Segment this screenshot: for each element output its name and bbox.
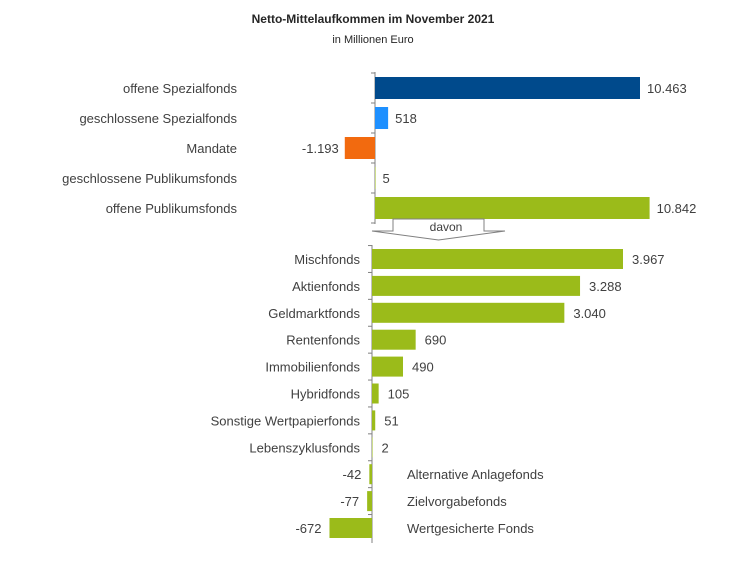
category-label: Mandate (186, 141, 237, 156)
chart-subtitle: in Millionen Euro (332, 34, 413, 46)
value-label: 3.040 (573, 306, 606, 321)
category-label: Aktienfonds (292, 279, 360, 294)
category-label: Geldmarktfonds (268, 306, 360, 321)
bar-offene-spezialfonds (375, 77, 640, 99)
value-label: 3.967 (632, 252, 665, 267)
value-label: 105 (388, 387, 410, 402)
category-label: Zielvorgabefonds (407, 494, 507, 509)
value-label: 2 (382, 440, 389, 455)
category-label: offene Publikumsfonds (106, 201, 238, 216)
value-label: -42 (343, 467, 362, 482)
category-label: Lebenszyklusfonds (249, 440, 360, 455)
category-label: geschlossene Publikumsfonds (62, 171, 237, 186)
category-label: Wertgesicherte Fonds (407, 521, 534, 536)
bar-rentenfonds (372, 329, 416, 350)
value-label: 3.288 (589, 279, 622, 294)
value-label: -1.193 (302, 141, 339, 156)
bar-offene-publikumsfonds (375, 197, 650, 219)
bar-alternative-anlagefonds (369, 464, 372, 485)
bottom-panel: Mischfonds 3.967 Aktienfonds 3.288 Geldmarkt… (211, 245, 665, 543)
bar-sonstige-wertpapierfonds (372, 410, 376, 431)
davon-arrow-shape (371, 218, 506, 241)
value-label: 490 (412, 360, 434, 375)
davon-arrow: davon (371, 218, 506, 241)
value-label: 51 (384, 413, 398, 428)
value-label: 5 (383, 171, 390, 186)
bar-zielvorgabefonds (367, 491, 372, 512)
bar-geldmarktfonds (372, 302, 565, 323)
category-label: Alternative Anlagefonds (407, 467, 544, 482)
category-label: Hybridfonds (291, 387, 361, 402)
davon-label: davon (430, 220, 463, 234)
bar-wertgesicherte-fonds (329, 518, 372, 538)
category-label: Rentenfonds (286, 333, 360, 348)
value-label: -672 (295, 521, 321, 536)
category-label: offene Spezialfonds (123, 81, 237, 96)
bar-mischfonds (372, 249, 623, 269)
bar-immobilienfonds (372, 356, 404, 377)
value-label: 690 (425, 333, 447, 348)
category-label: Immobilienfonds (265, 360, 360, 375)
value-label: 10.463 (647, 81, 687, 96)
category-label: Sonstige Wertpapierfonds (211, 413, 361, 428)
category-label: Mischfonds (294, 252, 360, 267)
bar-geschlossene-spezialfonds (375, 107, 389, 129)
bar-lebenszyklusfonds (372, 437, 373, 458)
chart-title: Netto-Mittelaufkommen im November 2021 (252, 12, 495, 26)
value-label: -77 (340, 494, 359, 509)
value-label: 518 (395, 111, 417, 126)
bar-aktienfonds (372, 275, 581, 296)
bar-hybridfonds (372, 383, 379, 404)
bar-mandate (344, 137, 375, 159)
top-panel: offene Spezialfonds 10.463 geschlossene Sp… (62, 72, 696, 224)
bar-geschlossene-publikumsfonds (375, 167, 376, 189)
category-label: geschlossene Spezialfonds (79, 111, 237, 126)
value-label: 10.842 (657, 201, 697, 216)
